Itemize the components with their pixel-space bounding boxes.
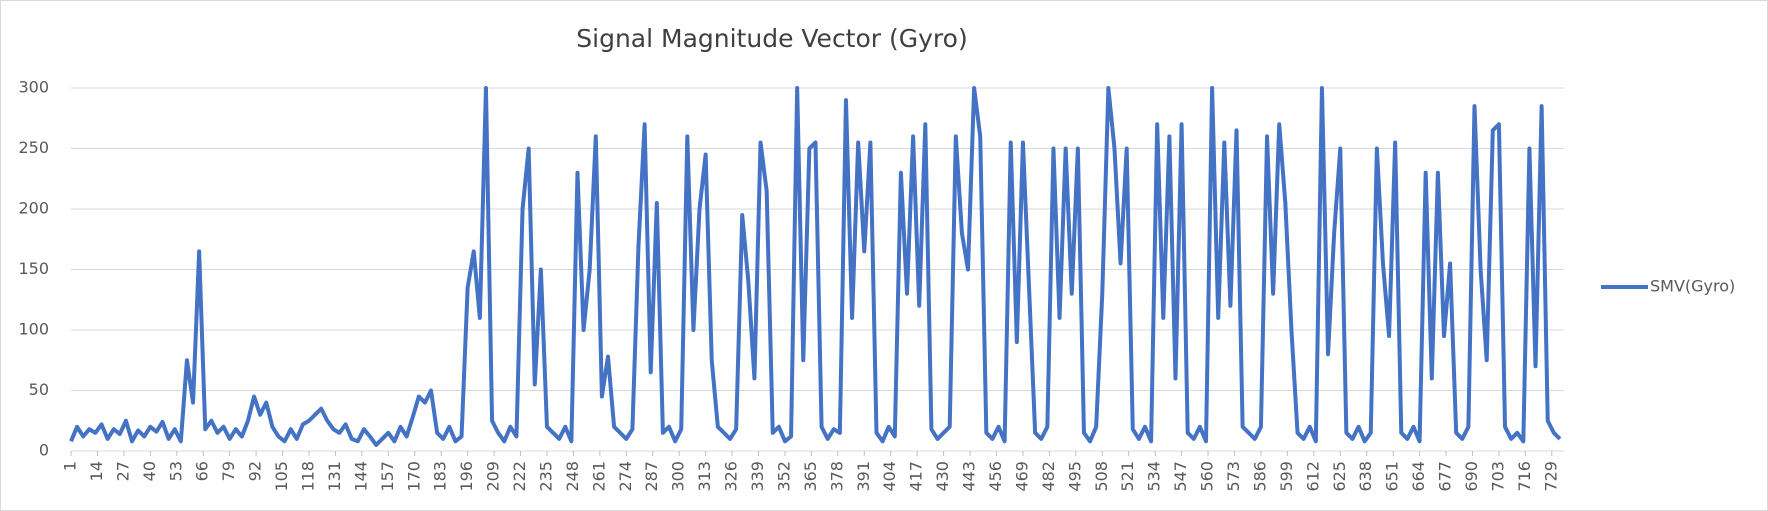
x-tick-label: 157: [378, 461, 397, 492]
legend-label: SMV(Gyro): [1650, 277, 1735, 296]
x-tick-label: 92: [246, 461, 265, 481]
x-tick-label: 27: [113, 461, 132, 481]
x-tick-label: 716: [1515, 461, 1534, 492]
x-tick-label: 235: [536, 461, 555, 492]
x-tick-label: 131: [325, 461, 344, 492]
x-tick-label: 105: [272, 461, 291, 492]
x-tick-label: 378: [827, 461, 846, 492]
y-tick-label: 200: [18, 199, 49, 218]
x-tick-label: 664: [1409, 461, 1428, 492]
x-tick-label: 79: [219, 461, 238, 481]
x-tick-label: 365: [801, 461, 820, 492]
x-tick-label: 482: [1039, 461, 1058, 492]
y-tick-label: 0: [39, 441, 49, 460]
x-tick-label: 391: [854, 461, 873, 492]
x-tick-label: 651: [1383, 461, 1402, 492]
x-tick-label: 443: [960, 461, 979, 492]
data-line: [69, 86, 1562, 447]
y-tick-label: 250: [18, 138, 49, 157]
x-tick-label: 261: [589, 461, 608, 492]
x-tick-label: 183: [431, 461, 450, 492]
x-tick-label: 625: [1330, 461, 1349, 492]
x-tick-label: 404: [880, 461, 899, 492]
x-tick-label: 40: [140, 461, 159, 481]
x-tick-label: 534: [1145, 461, 1164, 492]
x-tick-label: 300: [669, 461, 688, 492]
x-tick-label: 144: [351, 461, 370, 492]
x-tick-label: 248: [563, 461, 582, 492]
x-tick-label: 612: [1303, 461, 1322, 492]
x-tick-label: 599: [1277, 461, 1296, 492]
x-tick-label: 339: [748, 461, 767, 492]
x-tick-label: 469: [1012, 461, 1031, 492]
y-tick-label: 300: [18, 78, 49, 97]
x-tick-label: 14: [87, 461, 106, 481]
x-tick-label: 573: [1224, 461, 1243, 492]
x-tick-label: 560: [1198, 461, 1217, 492]
x-tick-label: 352: [774, 461, 793, 492]
x-tick-label: 638: [1356, 461, 1375, 492]
x-tick-label: 703: [1488, 461, 1507, 492]
x-tick-label: 586: [1250, 461, 1269, 492]
x-tick-label: 690: [1462, 461, 1481, 492]
x-tick-label: 729: [1541, 461, 1560, 492]
x-tick-label: 66: [193, 461, 212, 481]
x-tick-label: 313: [695, 461, 714, 492]
x-tick-label: 521: [1118, 461, 1137, 492]
y-tick-label: 50: [29, 380, 49, 399]
x-tick-label: 495: [1065, 461, 1084, 492]
x-tick-label: 170: [404, 461, 423, 492]
x-tick-label: 508: [1092, 461, 1111, 492]
x-tick-label: 417: [907, 461, 926, 492]
x-tick-label: 222: [510, 461, 529, 492]
y-tick-label: 150: [18, 259, 49, 278]
x-tick-label: 456: [986, 461, 1005, 492]
x-tick-label: 1: [61, 461, 80, 471]
x-tick-label: 547: [1171, 461, 1190, 492]
x-tick-label: 274: [616, 461, 635, 492]
x-tick-label: 196: [457, 461, 476, 492]
x-tick-label: 118: [298, 461, 317, 492]
x-tick-label: 53: [166, 461, 185, 481]
x-tick-label: 430: [933, 461, 952, 492]
x-tick-label: 677: [1436, 461, 1455, 492]
chart-title: Signal Magnitude Vector (Gyro): [576, 24, 967, 53]
x-tick-label: 326: [722, 461, 741, 492]
y-tick-label: 100: [18, 320, 49, 339]
x-tick-label: 209: [484, 461, 503, 492]
x-tick-label: 287: [642, 461, 661, 492]
